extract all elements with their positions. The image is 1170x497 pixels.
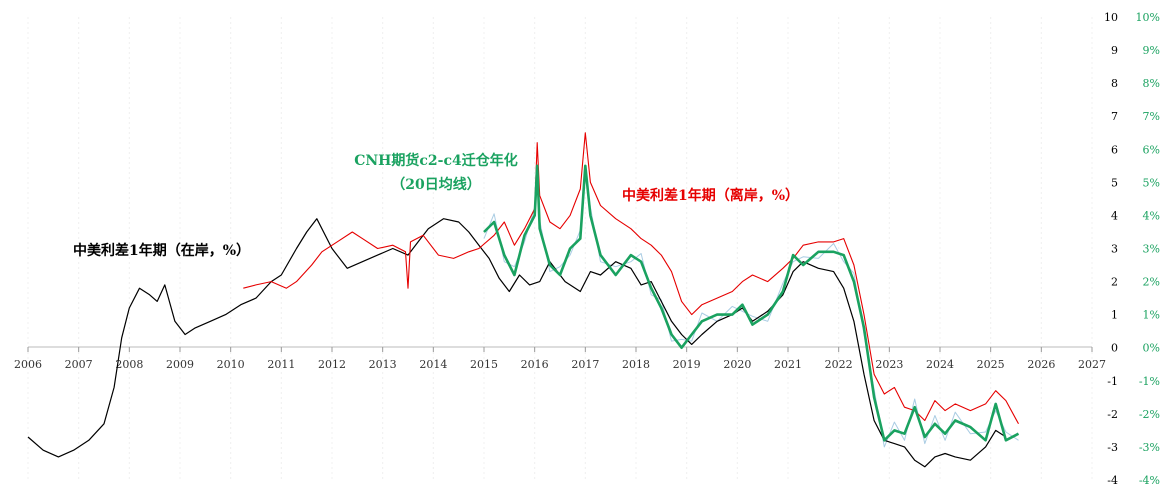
x-tick-label: 2017 [571, 358, 599, 371]
y-tick-label: 2 [1111, 276, 1118, 289]
y-right-tick-label: -3% [1139, 441, 1160, 454]
y-tick-label: 3 [1111, 243, 1118, 256]
x-tick-label: 2021 [774, 358, 802, 371]
x-tick-label: 2013 [369, 358, 397, 371]
y-right-tick-label: 8% [1143, 77, 1160, 90]
y-tick-label: 6 [1111, 143, 1118, 156]
y-right-tick-label: 1% [1143, 309, 1160, 322]
y-right-tick-label: 0% [1143, 342, 1160, 355]
x-tick-label: 2016 [521, 358, 549, 371]
y-right-tick-label: 6% [1143, 143, 1160, 156]
x-tick-label: 2023 [875, 358, 903, 371]
x-tick-label: 2026 [1027, 358, 1055, 371]
x-tick-label: 2008 [115, 358, 143, 371]
x-tick-label: 2020 [723, 358, 751, 371]
y-right-tick-label: 4% [1143, 209, 1160, 222]
x-tick-label: 2018 [622, 358, 650, 371]
series-onshore-line [27, 218, 1007, 468]
y-tick-label: 7 [1111, 110, 1118, 123]
x-tick-label: 2024 [926, 358, 954, 371]
y-tick-label: 5 [1111, 176, 1118, 189]
x-tick-label: 2012 [318, 358, 346, 371]
y-tick-label: 1 [1111, 309, 1118, 322]
x-tick-label: 2025 [977, 358, 1005, 371]
y-tick-label: 4 [1111, 209, 1118, 222]
y-right-tick-label: -2% [1139, 408, 1160, 421]
y-right-tick-label: 2% [1143, 276, 1160, 289]
y-right-tick-label: 10% [1136, 11, 1160, 24]
x-tick-label: 2010 [217, 358, 245, 371]
y-right-tick-label: -4% [1139, 474, 1160, 487]
y-tick-label: -3 [1107, 441, 1118, 454]
y-right-tick-label: 9% [1143, 44, 1160, 57]
x-tick-label: 2019 [673, 358, 701, 371]
y-tick-label: -1 [1107, 375, 1118, 388]
y-tick-label: 8 [1111, 77, 1118, 90]
onshore-spread-label: 中美利差1年期（在岸，%） [73, 242, 250, 259]
x-tick-label: 2007 [65, 358, 93, 371]
offshore-spread-label: 中美利差1年期（离岸，%） [622, 187, 799, 204]
series-cnh-carry-line [483, 164, 1020, 442]
series-offshore-line [243, 132, 1019, 425]
x-tick-label: 2015 [470, 358, 498, 371]
x-tick-label: 2014 [419, 358, 447, 371]
y-right-tick-label: 7% [1143, 110, 1160, 123]
series-cnh-carry-raw-line [483, 171, 1019, 448]
cnh-carry-label-line1: CNH期货c2-c4迁仓年化 [354, 152, 518, 169]
y-right-tick-label: 5% [1143, 176, 1160, 189]
x-tick-label: 2006 [14, 358, 42, 371]
x-tick-label: 2009 [166, 358, 194, 371]
x-tick-label: 2022 [825, 358, 853, 371]
y-right-tick-label: 3% [1143, 243, 1160, 256]
y-right-tick-label: -1% [1139, 375, 1160, 388]
cnh-carry-label-line2: （20日均线） [391, 176, 480, 193]
y-tick-label: -2 [1107, 408, 1118, 421]
y-tick-label: 10 [1104, 11, 1118, 24]
y-tick-label: -4 [1107, 474, 1118, 487]
x-tick-label: 2011 [267, 358, 295, 371]
x-tick-label: 2027 [1078, 358, 1106, 371]
y-tick-label: 0 [1111, 342, 1118, 355]
y-tick-label: 9 [1111, 44, 1118, 57]
